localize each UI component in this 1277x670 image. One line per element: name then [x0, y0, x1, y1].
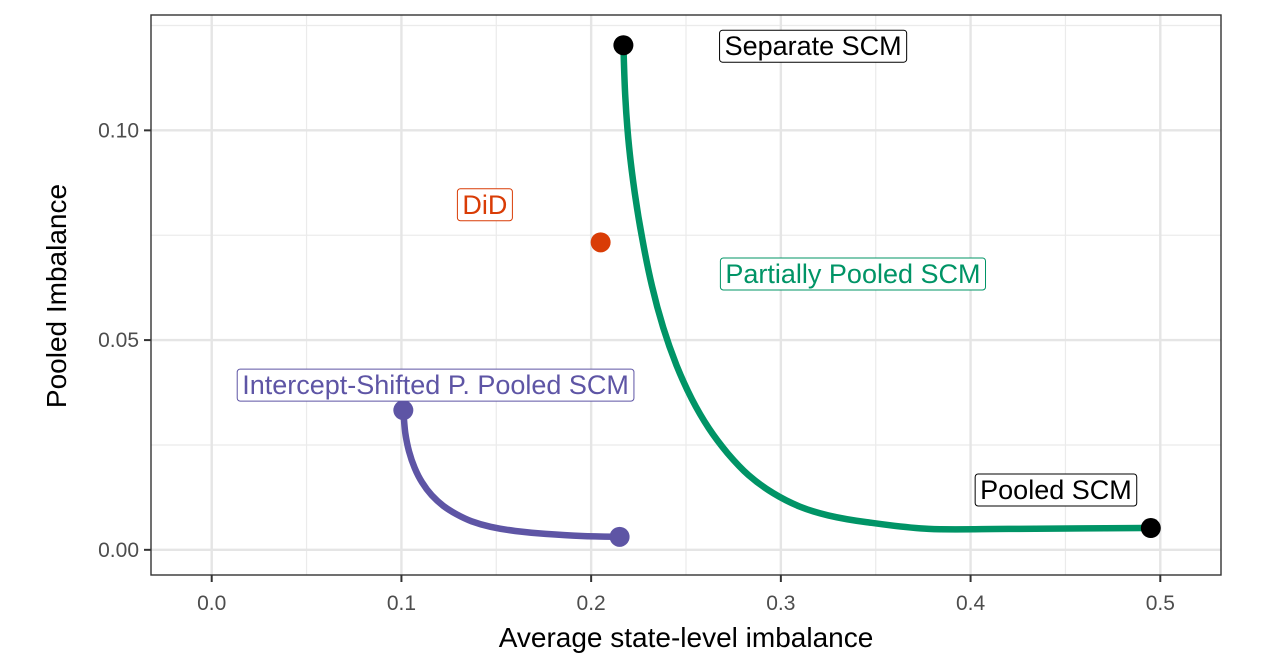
x-tick-label: 0.0 — [197, 592, 226, 615]
point-did — [590, 232, 611, 253]
series-endpoint-intercept-shifted-p-pooled-scm — [609, 526, 630, 547]
points-layer — [590, 35, 1161, 539]
series-endpoint-intercept-shifted-p-pooled-scm — [393, 400, 414, 421]
annotation-label: DiD — [462, 190, 507, 220]
panel-border — [150, 14, 1222, 576]
annotation-pooled-scm: Pooled SCM — [974, 473, 1138, 507]
minor-grid — [151, 15, 1221, 575]
x-tick-label: 0.3 — [766, 592, 795, 615]
y-tick-label: 0.00 — [98, 539, 139, 562]
x-tick-label: 0.2 — [577, 592, 606, 615]
y-axis: 0.00 0.05 0.10 — [98, 119, 151, 562]
series-line-partially-pooled-scm — [620, 45, 1151, 533]
annotation-box — [719, 257, 987, 291]
annotation-partially-pooled-scm: Partially Pooled SCM — [719, 257, 987, 291]
annotation-label: Partially Pooled SCM — [725, 259, 980, 289]
annotation-layer: Separate SCM Pooled SCM DiD Partially Poole… — [236, 29, 1138, 507]
annotation-box — [456, 188, 513, 222]
x-axis: 0.0 0.1 0.2 0.3 0.4 0.5 — [197, 575, 1175, 615]
point-pooled-scm — [1140, 518, 1161, 539]
series-line-intercept-shifted-p-pooled-scm — [400, 409, 620, 541]
annotation-box — [719, 29, 908, 63]
x-axis-title: Average state-level imbalance — [499, 622, 874, 653]
annotation-box — [236, 368, 635, 402]
y-tick-label: 0.05 — [98, 329, 139, 352]
x-tick-label: 0.5 — [1146, 592, 1175, 615]
series-layer — [393, 45, 1151, 547]
annotation-label: Separate SCM — [725, 31, 902, 61]
annotation-box — [974, 473, 1138, 507]
x-tick-label: 0.1 — [387, 592, 416, 615]
annotation-intercept-shifted-p-pooled-scm: Intercept-Shifted P. Pooled SCM — [236, 368, 635, 402]
annotation-label: Intercept-Shifted P. Pooled SCM — [242, 370, 629, 400]
annotation-separate-scm: Separate SCM — [719, 29, 908, 63]
y-tick-label: 0.10 — [98, 119, 139, 142]
y-axis-title: Pooled Imbalance — [41, 184, 72, 408]
annotation-did: DiD — [456, 188, 513, 222]
annotation-label: Pooled SCM — [980, 475, 1132, 505]
major-grid — [151, 15, 1221, 575]
point-separate-scm — [613, 35, 634, 56]
x-tick-label: 0.4 — [956, 592, 986, 615]
